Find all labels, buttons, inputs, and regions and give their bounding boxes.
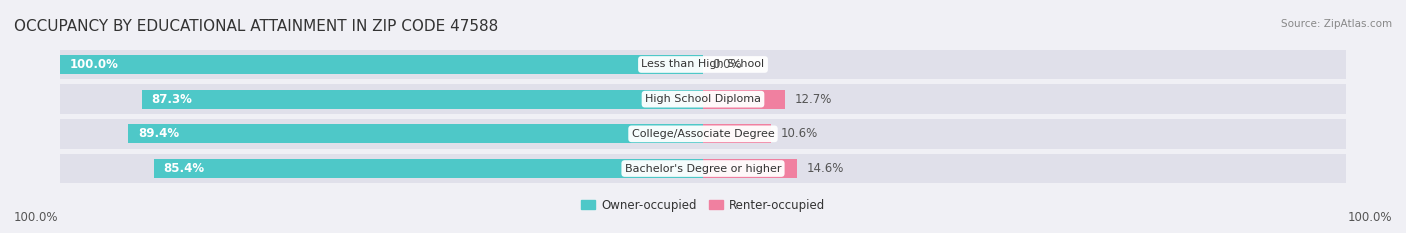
Bar [60, 50, 703, 79]
Bar [142, 90, 703, 109]
Text: 0.0%: 0.0% [713, 58, 742, 71]
Text: 100.0%: 100.0% [1347, 211, 1392, 224]
Text: College/Associate Degree: College/Associate Degree [631, 129, 775, 139]
Text: OCCUPANCY BY EDUCATIONAL ATTAINMENT IN ZIP CODE 47588: OCCUPANCY BY EDUCATIONAL ATTAINMENT IN Z… [14, 19, 498, 34]
Text: 89.4%: 89.4% [138, 127, 179, 140]
Text: Bachelor's Degree or higher: Bachelor's Degree or higher [624, 164, 782, 174]
Bar [60, 119, 703, 149]
Bar [703, 84, 1346, 114]
Bar [703, 119, 1346, 149]
Text: Less than High School: Less than High School [641, 59, 765, 69]
Text: 12.7%: 12.7% [794, 93, 831, 106]
Bar [128, 124, 703, 143]
Bar [703, 90, 785, 109]
Bar [703, 159, 797, 178]
Text: Source: ZipAtlas.com: Source: ZipAtlas.com [1281, 19, 1392, 29]
Legend: Owner-occupied, Renter-occupied: Owner-occupied, Renter-occupied [581, 199, 825, 212]
Bar [60, 84, 703, 114]
Bar [60, 154, 703, 183]
Text: 87.3%: 87.3% [152, 93, 193, 106]
Bar [155, 159, 703, 178]
Text: 10.6%: 10.6% [780, 127, 818, 140]
Bar [703, 50, 1346, 79]
Text: 14.6%: 14.6% [807, 162, 844, 175]
Bar [60, 55, 703, 74]
Bar [703, 124, 770, 143]
Bar [703, 154, 1346, 183]
Text: 85.4%: 85.4% [163, 162, 205, 175]
Text: 100.0%: 100.0% [14, 211, 59, 224]
Text: High School Diploma: High School Diploma [645, 94, 761, 104]
Text: 100.0%: 100.0% [70, 58, 118, 71]
